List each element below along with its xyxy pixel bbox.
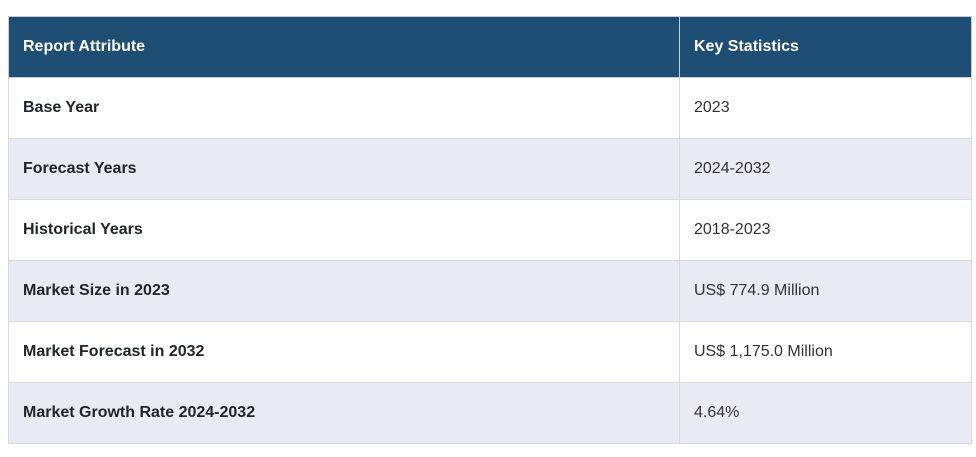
attribute-cell: Market Size in 2023 bbox=[8, 260, 680, 322]
table-row-historical-years: Historical Years 2018-2023 bbox=[8, 199, 972, 261]
attribute-cell: Market Forecast in 2032 bbox=[8, 321, 680, 383]
header-report-attribute: Report Attribute bbox=[8, 16, 680, 78]
table-header-row: Report Attribute Key Statistics bbox=[8, 16, 972, 78]
table-row-growth-rate: Market Growth Rate 2024-2032 4.64% bbox=[8, 382, 972, 444]
attribute-cell: Market Growth Rate 2024-2032 bbox=[8, 382, 680, 444]
value-cell: 2018-2023 bbox=[679, 199, 972, 261]
table-row-market-size: Market Size in 2023 US$ 774.9 Million bbox=[8, 260, 972, 322]
value-cell: US$ 774.9 Million bbox=[679, 260, 972, 322]
attribute-cell: Historical Years bbox=[8, 199, 680, 261]
header-key-statistics: Key Statistics bbox=[679, 16, 972, 78]
table-row-market-forecast: Market Forecast in 2032 US$ 1,175.0 Mill… bbox=[8, 321, 972, 383]
report-summary-table: Report Attribute Key Statistics Base Yea… bbox=[8, 16, 972, 444]
value-cell: 4.64% bbox=[679, 382, 972, 444]
value-cell: US$ 1,175.0 Million bbox=[679, 321, 972, 383]
attribute-cell: Forecast Years bbox=[8, 138, 680, 200]
table-row-forecast-years: Forecast Years 2024-2032 bbox=[8, 138, 972, 200]
attribute-cell: Base Year bbox=[8, 77, 680, 139]
value-cell: 2023 bbox=[679, 77, 972, 139]
table-row-base-year: Base Year 2023 bbox=[8, 77, 972, 139]
value-cell: 2024-2032 bbox=[679, 138, 972, 200]
